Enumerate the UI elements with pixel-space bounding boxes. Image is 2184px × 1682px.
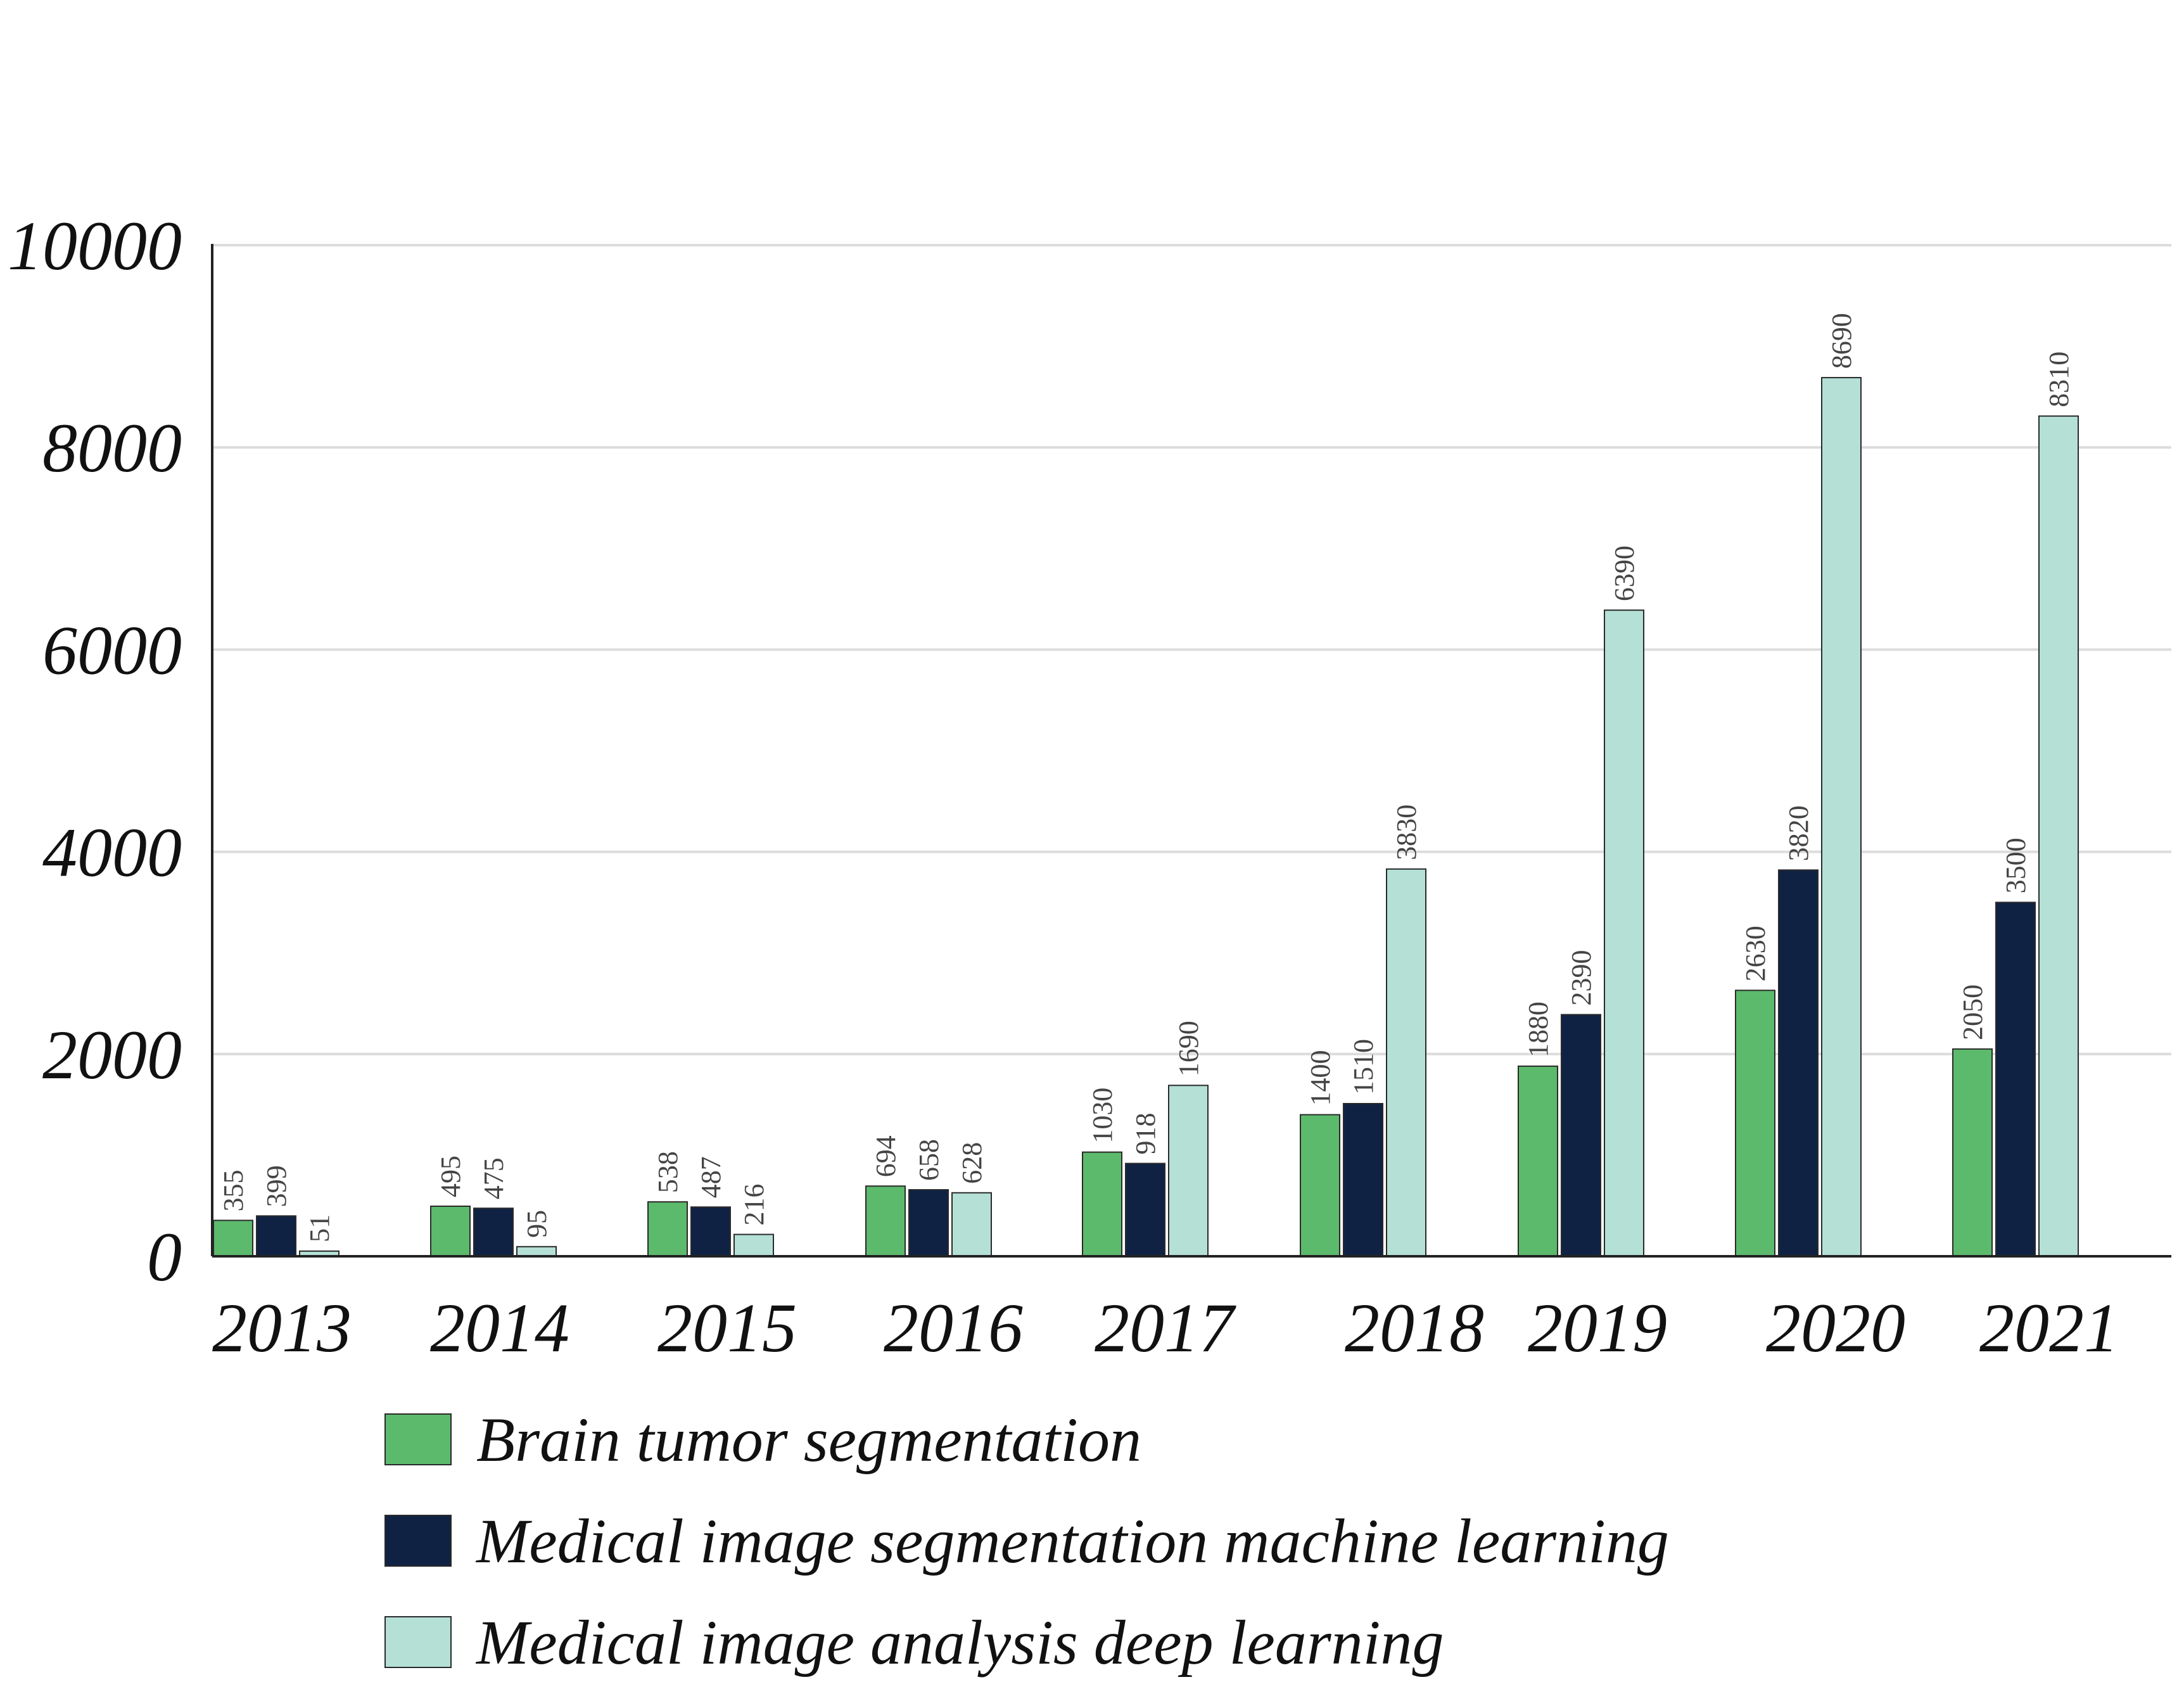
x-tick-label: 2019 [1528,1289,1667,1367]
bar [1561,1014,1601,1258]
x-tick-label: 2016 [884,1289,1023,1367]
y-tick-label: 4000 [42,814,182,891]
bar [1821,377,1862,1257]
y-axis-ticks: 0 2000 4000 6000 8000 10000 [8,207,182,1296]
bar [1995,902,2036,1257]
data-label: 487 [695,1156,727,1198]
data-label: 2390 [1566,950,1597,1006]
bar [908,1188,949,1257]
bar [690,1206,731,1257]
data-labels: 355 399 51 495 475 95 538 487 216 694 658 628 1030 91… [218,313,2074,1242]
data-label: 1030 [1087,1088,1118,1144]
bars [213,377,2079,1258]
data-label: 3830 [1391,805,1422,860]
legend: Brain tumor segmentation Medical image se… [384,1405,1669,1678]
y-tick-label: 6000 [42,611,182,689]
legend-label: Medical image analysis deep learning [475,1607,1444,1678]
bar [256,1215,296,1257]
bar [516,1246,557,1258]
x-axis-ticks: 2013 2014 2015 2016 2017 2018 2019 2020 2021 [212,1289,2119,1367]
bar [733,1233,774,1257]
y-tick-label: 10000 [8,207,182,284]
x-tick-label: 2017 [1095,1289,1236,1367]
bar [1952,1048,1993,1257]
data-label: 6390 [1609,545,1640,601]
data-label: 628 [956,1142,987,1184]
data-label: 1880 [1523,1002,1554,1057]
bar [1300,1114,1340,1258]
bar [1735,990,1775,1257]
data-label: 538 [652,1151,683,1193]
legend-swatch [384,1515,452,1567]
data-label: 1510 [1348,1039,1379,1095]
bar [1343,1103,1383,1258]
gridlines [212,244,2171,1055]
data-label: 3500 [2000,838,2031,893]
y-tick-label: 0 [147,1218,182,1296]
data-label: 95 [521,1210,552,1238]
data-label: 399 [261,1165,292,1207]
bar [1386,868,1426,1258]
data-label: 694 [870,1135,901,1177]
data-label: 1400 [1305,1050,1336,1106]
data-label: 3820 [1783,805,1814,861]
data-label: 495 [435,1156,466,1197]
bar [430,1205,471,1258]
x-tick-label: 2018 [1345,1289,1484,1367]
bar [2038,415,2079,1257]
bar [1125,1163,1165,1257]
bar [1778,869,1819,1257]
data-label: 1690 [1173,1021,1204,1076]
bar [865,1185,906,1257]
legend-label: Brain tumor segmentation [476,1405,1141,1475]
bar [951,1192,992,1258]
bar [1518,1065,1558,1258]
bar [473,1207,514,1257]
bar [1168,1085,1209,1257]
legend-swatch [384,1616,452,1668]
data-label: 8690 [1826,313,1857,369]
data-label: 475 [478,1157,509,1199]
data-label: 918 [1130,1112,1161,1154]
data-label: 2050 [1957,984,1988,1040]
y-tick-label: 8000 [42,409,182,487]
legend-swatch [384,1413,452,1465]
bar [1604,609,1644,1257]
data-label: 2630 [1740,926,1771,981]
bar [1082,1151,1122,1258]
bar [647,1201,688,1258]
x-tick-label: 2015 [657,1289,797,1367]
x-tick-label: 2013 [212,1289,352,1367]
x-tick-label: 2021 [1979,1289,2119,1367]
data-label: 216 [739,1184,770,1226]
axes [211,244,2171,1258]
x-tick-label: 2014 [430,1289,569,1367]
data-label: 51 [304,1214,335,1242]
y-tick-label: 2000 [42,1016,182,1093]
bar [213,1220,253,1258]
data-label: 355 [218,1169,249,1211]
data-label: 8310 [2043,352,2074,407]
x-tick-label: 2020 [1766,1289,1905,1367]
data-label: 658 [913,1139,944,1181]
legend-label: Medical image segmentation machine learn… [475,1506,1669,1576]
